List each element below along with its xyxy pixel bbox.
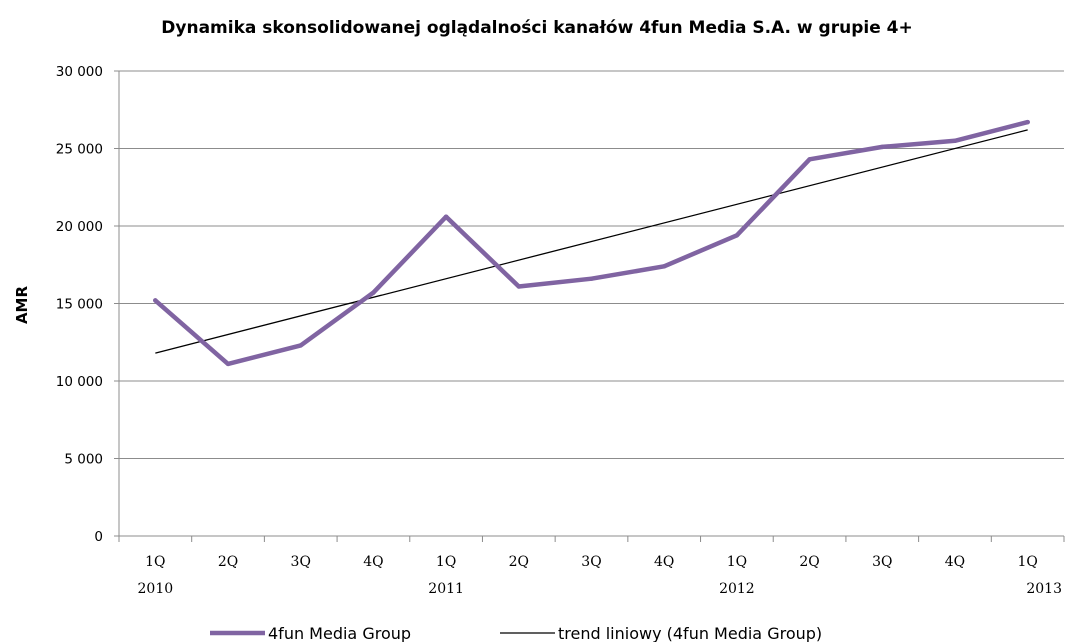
- legend-label-trend-series: trend liniowy (4fun Media Group): [558, 624, 822, 642]
- data-point: [734, 233, 740, 238]
- x-year-label: 2011: [428, 581, 464, 597]
- data-point: [807, 157, 812, 162]
- y-tick-label: 30 000: [56, 64, 103, 80]
- x-tick-label: 4Q: [363, 554, 383, 570]
- data-point: [1025, 119, 1030, 125]
- data-point: [880, 144, 885, 150]
- x-tick-labels: 1Q 2010 2Q 3Q 4Q 1Q 2011 2Q 3Q 4Q 1Q 2012 2Q 3Q 4Q 1Q 20…: [118, 536, 1065, 597]
- grid: [119, 70, 1064, 459]
- x-year-label: 2012: [719, 581, 755, 597]
- y-axis-label: AMR: [13, 286, 31, 325]
- series: [153, 119, 1030, 367]
- x-tick-label: 2Q: [218, 554, 238, 570]
- x-tick-label: 4Q: [945, 554, 965, 570]
- data-point: [952, 138, 958, 143]
- legend: 4fun Media Group trend liniowy (4fun Med…: [210, 624, 822, 642]
- x-tick-label: 1Q: [1017, 554, 1037, 570]
- data-point: [225, 361, 231, 367]
- legend-label-main-series: 4fun Media Group: [268, 624, 411, 642]
- data-point: [443, 214, 449, 219]
- y-tick-label: 20 000: [56, 219, 103, 235]
- x-year-label: 2013: [1026, 581, 1062, 597]
- x-tick-label: 1Q: [727, 554, 747, 570]
- y-tick-label: 25 000: [56, 142, 103, 158]
- x-year-label: 2010: [138, 581, 174, 597]
- chart-title: Dynamika skonsolidowanej oglądalności ka…: [161, 18, 912, 38]
- series-line-main: [153, 119, 1030, 367]
- y-tick-labels: 0 5 000 10 000 15 000 20 000 25 000 30 000: [56, 64, 119, 545]
- y-tick-label: 0: [94, 529, 103, 545]
- x-tick-label: 3Q: [872, 554, 892, 570]
- x-tick-label: 1Q: [145, 554, 165, 570]
- data-point: [153, 298, 158, 303]
- y-tick-label: 10 000: [56, 374, 103, 390]
- trend-line: [155, 129, 1028, 354]
- x-tick-label: 2Q: [509, 554, 529, 570]
- data-point: [589, 276, 594, 281]
- data-point: [516, 284, 522, 289]
- x-tick-label: 3Q: [581, 554, 601, 570]
- y-tick-label: 5 000: [64, 452, 103, 468]
- x-tick-label: 3Q: [291, 554, 311, 570]
- y-tick-label: 15 000: [56, 297, 103, 313]
- data-point: [371, 290, 376, 295]
- x-tick-label: 4Q: [654, 554, 674, 570]
- data-point: [298, 343, 303, 348]
- data-point: [661, 264, 667, 269]
- x-tick-label: 1Q: [436, 554, 456, 570]
- x-tick-label: 2Q: [799, 554, 819, 570]
